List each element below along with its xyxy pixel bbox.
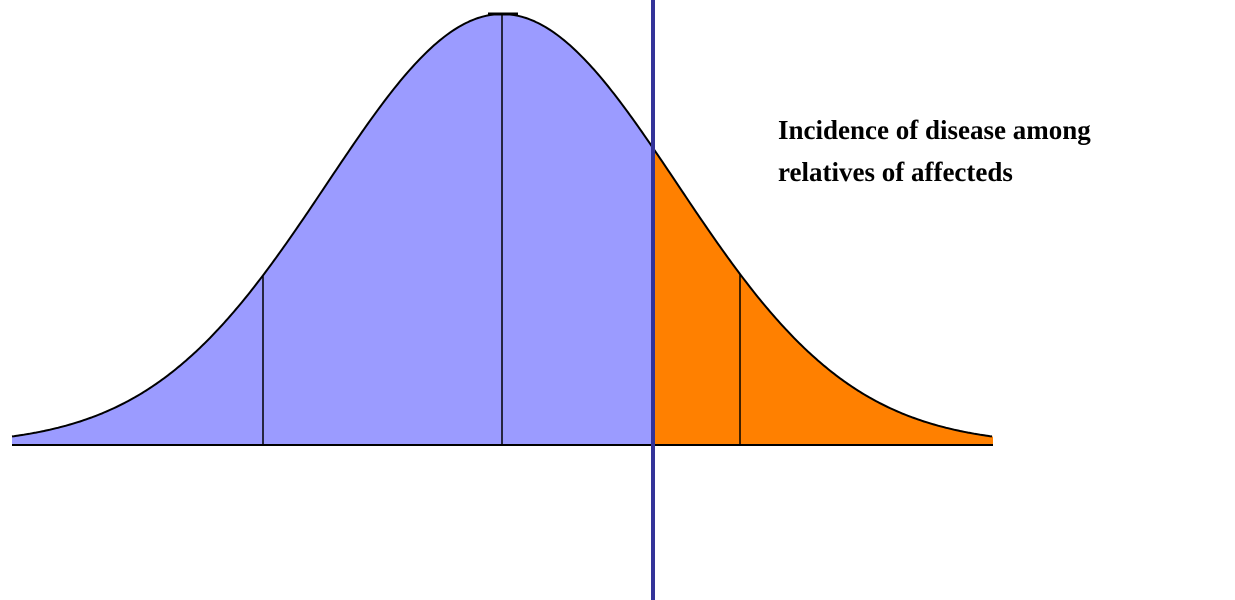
left-area bbox=[12, 14, 653, 445]
right-area bbox=[653, 148, 993, 445]
annotation-line: relatives of affecteds bbox=[778, 157, 1013, 187]
distribution-curve bbox=[11, 0, 993, 600]
annotation-line: Incidence of disease among bbox=[778, 115, 1091, 145]
